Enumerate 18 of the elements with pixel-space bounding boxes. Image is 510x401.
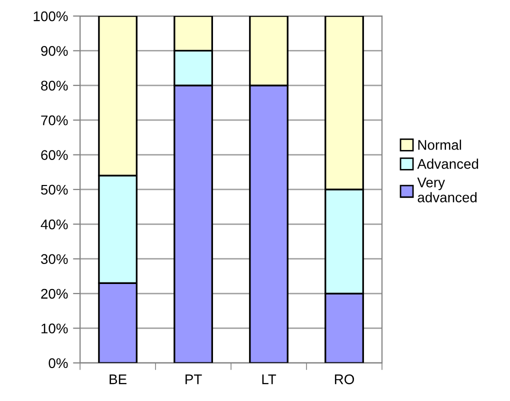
y-tick-label: 10% — [42, 324, 68, 334]
y-tick-label: 50% — [41, 184, 68, 195]
x-tick-label: RO — [334, 374, 354, 384]
x-tick-label: LT — [262, 374, 276, 384]
y-tick-label: 100% — [34, 11, 68, 22]
y-tick-label: 30% — [40, 254, 68, 264]
legend-label: Normal — [418, 140, 462, 150]
legend-label: Very advanced — [417, 178, 477, 202]
legend-label: Advanced — [417, 158, 478, 169]
y-tick-label: 90% — [41, 46, 68, 56]
y-tick-label: 20% — [41, 288, 68, 299]
y-tick-label: 0% — [48, 358, 68, 368]
y-tick-label: 40% — [40, 219, 68, 230]
y-tick-label: 60% — [41, 150, 68, 160]
x-tick-label: PT — [186, 374, 202, 384]
x-tick-label: BE — [110, 374, 126, 384]
y-tick-label: 70% — [41, 115, 68, 126]
y-tick-label: 80% — [41, 80, 68, 91]
